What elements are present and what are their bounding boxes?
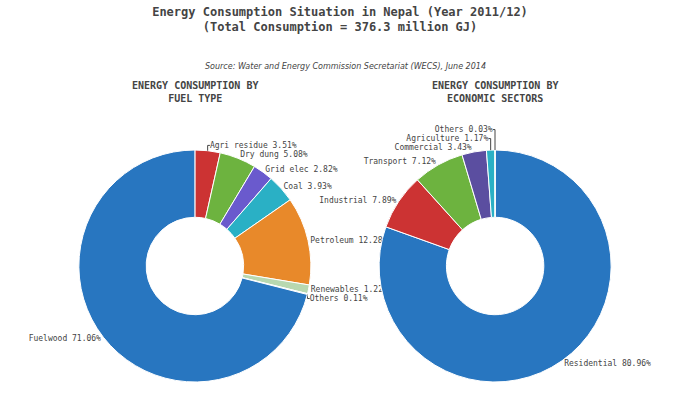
- svg-text:Renewables 1.22%: Renewables 1.22%: [311, 285, 388, 294]
- svg-text:Dry dung 5.08%: Dry dung 5.08%: [240, 150, 308, 159]
- svg-text:Petroleum 12.28%: Petroleum 12.28%: [310, 236, 387, 245]
- svg-text:Source: Water and Energy Commi: Source: Water and Energy Commission Secr…: [205, 62, 486, 71]
- svg-text:Agri residue 3.51%: Agri residue 3.51%: [210, 141, 297, 150]
- svg-text:Industrial 7.89%: Industrial 7.89%: [319, 196, 396, 205]
- svg-text:Agriculture 1.17%: Agriculture 1.17%: [406, 134, 488, 143]
- svg-text:Residential 80.96%: Residential 80.96%: [564, 359, 651, 368]
- svg-text:Others 0.11%: Others 0.11%: [310, 294, 368, 303]
- svg-text:Fuelwood 71.06%: Fuelwood 71.06%: [29, 334, 101, 343]
- svg-text:Transport 7.12%: Transport 7.12%: [364, 157, 436, 166]
- svg-text:ENERGY CONSUMPTION BYFUEL TYPE: ENERGY CONSUMPTION BYFUEL TYPE: [132, 80, 258, 104]
- svg-text:Commercial 3.43%: Commercial 3.43%: [395, 143, 472, 152]
- svg-text:Energy Consumption Situation i: Energy Consumption Situation in Nepal (Y…: [152, 5, 528, 35]
- svg-text:Others 0.03%: Others 0.03%: [435, 125, 493, 134]
- svg-text:Coal 3.93%: Coal 3.93%: [284, 182, 332, 191]
- svg-text:Grid elec 2.82%: Grid elec 2.82%: [265, 165, 337, 174]
- svg-text:ENERGY CONSUMPTION BYECONOMIC: ENERGY CONSUMPTION BYECONOMIC SECTORS: [432, 80, 558, 104]
